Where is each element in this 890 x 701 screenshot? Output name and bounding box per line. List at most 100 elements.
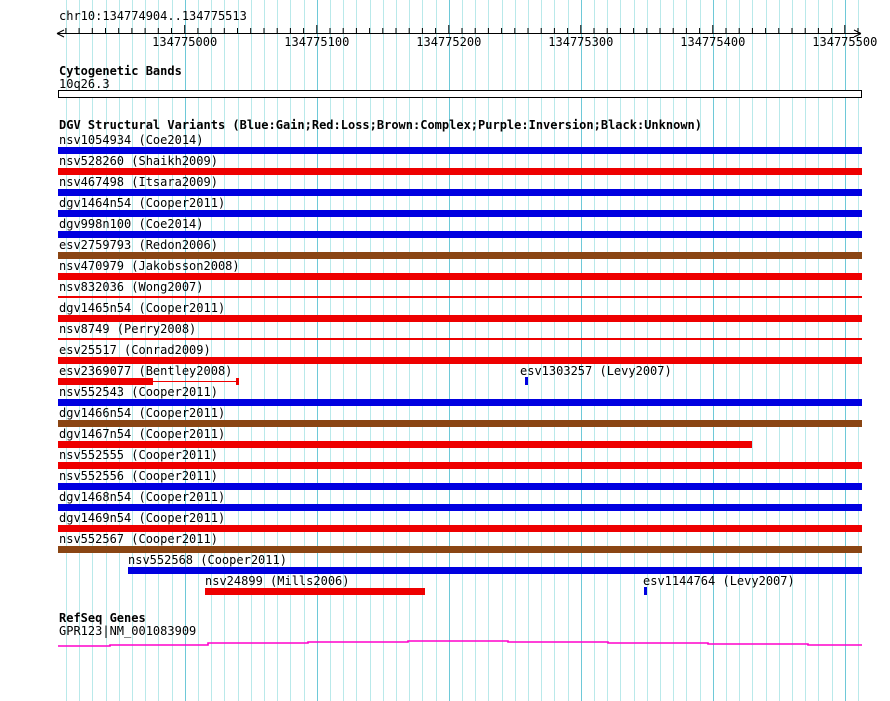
variant-bar[interactable]: [58, 357, 862, 364]
variant-label: nsv552567 (Cooper2011): [59, 532, 218, 546]
variant-bar[interactable]: [205, 588, 425, 595]
variant-label: nsv552555 (Cooper2011): [59, 448, 218, 462]
variant-tail: [153, 381, 238, 382]
variant-bar[interactable]: [58, 189, 862, 196]
variant-label: dgv1465n54 (Cooper2011): [59, 301, 226, 315]
gridline-minor: [594, 0, 595, 701]
variant-label: dgv1464n54 (Cooper2011): [59, 196, 226, 210]
variant-bar[interactable]: [58, 338, 862, 340]
gridline-minor: [211, 0, 213, 701]
variant-label: esv25517 (Conrad2009): [59, 343, 211, 357]
gridline-minor: [92, 0, 94, 701]
gridline-minor: [131, 0, 133, 701]
gridline-major: [184, 0, 186, 701]
variant-bar[interactable]: [58, 483, 862, 490]
gridline-minor: [488, 0, 490, 701]
gridline-minor: [105, 0, 107, 701]
gridline-minor: [396, 0, 397, 701]
gridline-minor: [501, 0, 503, 701]
gridline-minor: [514, 0, 516, 701]
gridline-minor: [752, 0, 754, 701]
variant-label: nsv528260 (Shaikh2009): [59, 154, 218, 168]
gridline-major: [448, 0, 450, 701]
variant-bar[interactable]: [58, 168, 862, 175]
gridline-minor: [224, 0, 226, 701]
variant-label: nsv832036 (Wong2007): [59, 280, 204, 294]
gridline-minor: [343, 0, 345, 701]
gridline-minor: [79, 0, 81, 701]
gridline-minor: [369, 0, 371, 701]
gridline-minor: [818, 0, 820, 701]
variant-bar[interactable]: [58, 296, 862, 298]
variant-label: dgv1468n54 (Cooper2011): [59, 490, 226, 504]
variant-point[interactable]: [525, 377, 528, 385]
variant-label: nsv24899 (Mills2006): [205, 574, 350, 588]
gridline-minor: [303, 0, 305, 701]
gridline-minor: [567, 0, 569, 701]
variant-bar[interactable]: [58, 315, 862, 322]
variant-bar[interactable]: [58, 504, 862, 511]
gridline-minor: [422, 0, 424, 701]
variant-label: dgv1467n54 (Cooper2011): [59, 427, 226, 441]
gridline-minor: [673, 0, 675, 701]
variant-label: esv2369077 (Bentley2008): [59, 364, 233, 378]
variant-bar[interactable]: [58, 210, 862, 217]
gridline-minor: [699, 0, 701, 701]
gridline-minor: [158, 0, 160, 701]
variant-bar[interactable]: [58, 252, 862, 259]
gridline-minor: [145, 0, 147, 701]
variant-bar[interactable]: [58, 462, 862, 469]
gridline-minor: [646, 0, 648, 701]
gridline-minor: [409, 0, 411, 701]
variant-label: esv2759793 (Redon2006): [59, 238, 218, 252]
variant-label: esv1144764 (Levy2007): [643, 574, 795, 588]
gridline-major: [316, 0, 318, 701]
gridline-minor: [462, 0, 463, 701]
variant-bar[interactable]: [58, 546, 862, 553]
gridline-minor: [237, 0, 239, 701]
gridline-minor: [475, 0, 477, 701]
variant-bar[interactable]: [58, 231, 862, 238]
gridline-minor: [686, 0, 688, 701]
variant-bar[interactable]: [58, 525, 862, 532]
variant-point[interactable]: [644, 587, 647, 595]
variant-label: nsv1054934 (Coe2014): [59, 133, 204, 147]
gridline-minor: [65, 0, 67, 701]
variant-label: esv1303257 (Levy2007): [520, 364, 672, 378]
variant-tail-end: [236, 378, 239, 385]
variant-label: nsv552556 (Cooper2011): [59, 469, 218, 483]
gridline-minor: [290, 0, 292, 701]
variant-bar[interactable]: [58, 399, 862, 406]
gridline-minor: [171, 0, 173, 701]
variant-bar[interactable]: [58, 273, 862, 280]
variant-bar[interactable]: [58, 378, 153, 385]
variant-bar[interactable]: [58, 441, 752, 448]
variant-label: dgv1469n54 (Cooper2011): [59, 511, 226, 525]
cytoband-bar: [58, 90, 862, 98]
gridline-minor: [435, 0, 437, 701]
gridline-minor: [330, 0, 331, 701]
gridline-minor: [528, 0, 529, 701]
variant-bar[interactable]: [58, 147, 862, 154]
gridline-minor: [805, 0, 807, 701]
gridline-minor: [356, 0, 358, 701]
variant-label: nsv552543 (Cooper2011): [59, 385, 218, 399]
gridline-minor: [765, 0, 767, 701]
gridline-major: [844, 0, 846, 701]
gridline-minor: [541, 0, 543, 701]
variant-label: nsv552568 (Cooper2011): [128, 553, 287, 567]
variant-bar[interactable]: [128, 567, 862, 574]
gridline-minor: [264, 0, 265, 701]
gridline-minor: [739, 0, 741, 701]
gridline-minor: [197, 0, 199, 701]
gridline-minor: [250, 0, 252, 701]
gridline-minor: [382, 0, 384, 701]
gridline-minor: [792, 0, 793, 701]
variant-bar[interactable]: [58, 420, 862, 427]
gridline-major: [712, 0, 714, 701]
variant-label: dgv998n100 (Coe2014): [59, 217, 204, 231]
gridline-minor: [831, 0, 833, 701]
